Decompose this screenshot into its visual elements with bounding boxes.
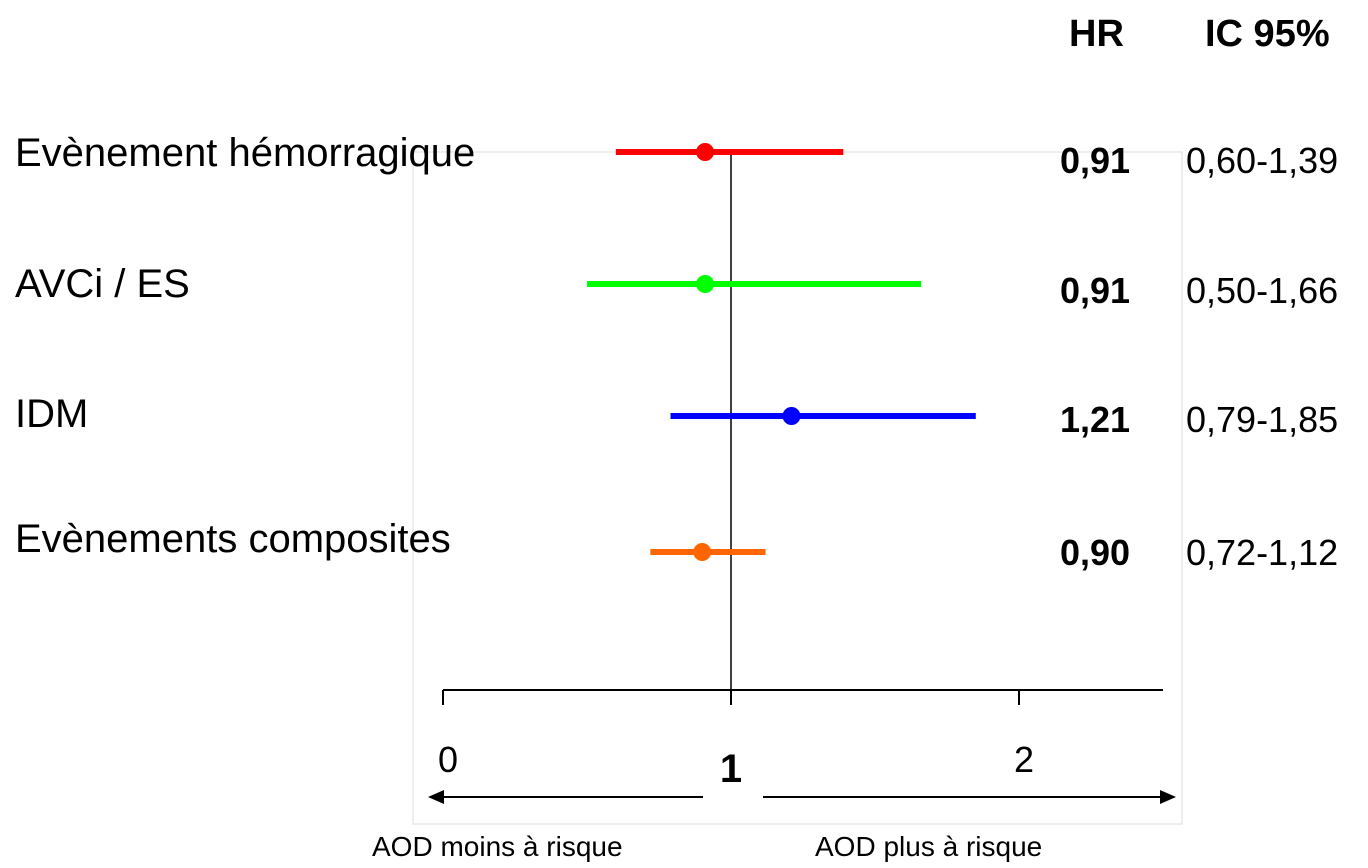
hr-point [693,543,712,561]
plot-frame [412,151,1183,825]
x-tick-label: 0 [438,739,458,780]
row-label-hemorragique: Evènement hémorragique [15,131,476,175]
direction-left-label: AOD moins à risque [372,831,623,862]
row-label-avci: AVCi / ES [15,262,190,306]
ic-value-avci: 0,50-1,66 [1186,270,1339,311]
direction-right-label: AOD plus à risque [815,831,1043,862]
header-hr: HR [1069,13,1124,55]
hr-point [696,275,715,293]
hr-point [782,407,801,425]
header-ic: IC 95% [1205,13,1330,55]
left-arrowhead [428,790,444,804]
row-label-idm: IDM [15,392,89,436]
ic-value-hemorragique: 0,60-1,39 [1186,140,1339,181]
hr-value-hemorragique: 0,91 [1060,140,1131,181]
right-arrowhead [1160,790,1176,804]
hr-value-avci: 0,91 [1060,270,1131,311]
hr-value-composites: 0,90 [1060,532,1131,573]
ic-value-idm: 0,79-1,85 [1186,399,1339,440]
x-tick-label: 1 [720,747,742,791]
row-label-composites: Evènements composites [15,517,451,561]
x-ticks: 0 1 2 [438,690,1034,791]
x-tick-label: 2 [1014,739,1034,780]
ic-value-composites: 0,72-1,12 [1186,532,1339,573]
forest-marks [587,143,976,561]
hr-value-idm: 1,21 [1060,399,1131,440]
hr-point [696,143,715,161]
